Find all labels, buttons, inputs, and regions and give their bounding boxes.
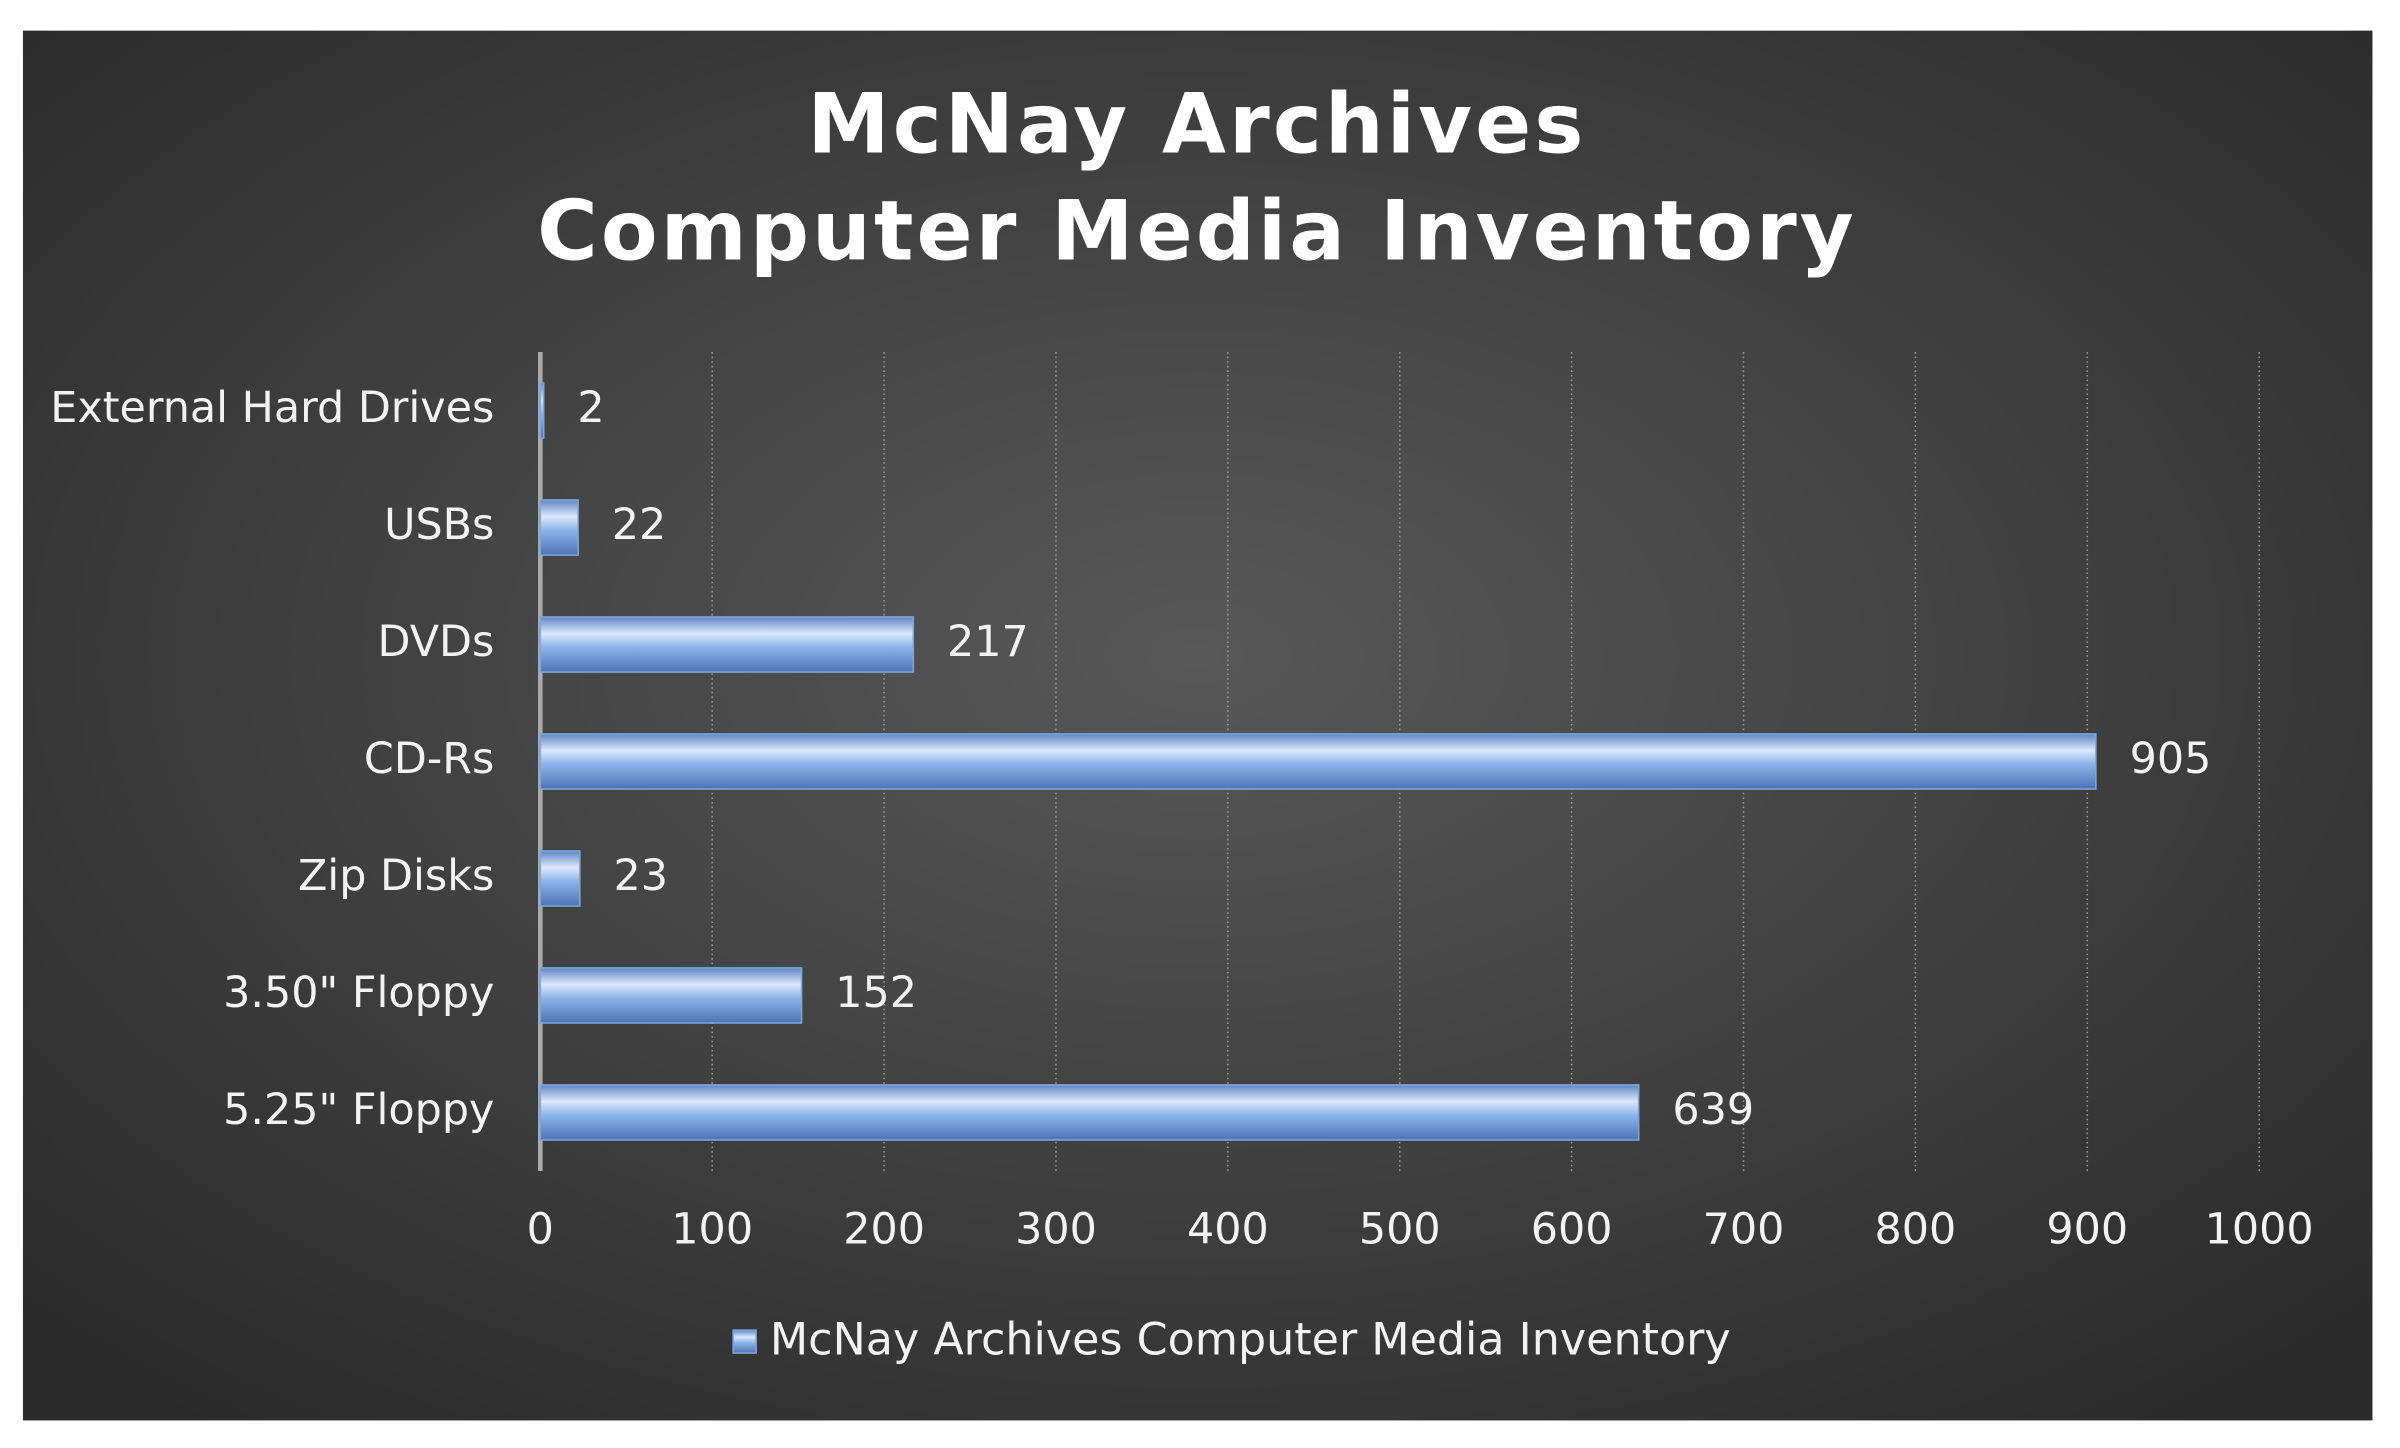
x-tick-label: 800 [1875,1205,1957,1255]
chart-title: Computer Media Inventory [537,184,1857,280]
x-tick-label: 900 [2046,1205,2128,1255]
x-tick-label: 400 [1187,1205,1269,1255]
y-tick-label: CD-Rs [364,734,494,784]
x-tick-label: 100 [671,1205,753,1255]
chart-title: McNay Archives [807,77,1586,173]
x-tick-label: 1000 [2205,1205,2314,1255]
x-tick-label: 600 [1531,1205,1613,1255]
x-tick-label: 0 [527,1205,554,1255]
data-label: 23 [614,851,669,901]
x-tick-label: 300 [1015,1205,1097,1255]
bar [539,1084,1640,1141]
bar [539,499,579,556]
x-tick-label: 700 [1703,1205,1785,1255]
y-tick-label: 5.25" Floppy [223,1085,494,1135]
y-tick-label: External Hard Drives [50,383,494,433]
bar [539,733,2097,790]
data-label: 22 [612,500,667,550]
chart-background [22,30,2373,1421]
x-tick-label: 200 [843,1205,925,1255]
legend-marker [732,1329,757,1354]
bar [539,616,915,673]
y-tick-label: DVDs [378,617,495,667]
data-label: 152 [835,968,917,1018]
data-label: 217 [947,617,1029,667]
data-label: 2 [577,383,604,433]
data-label: 639 [1672,1085,1754,1135]
bar [539,382,545,439]
y-tick-label: Zip Disks [298,851,494,901]
x-tick-label: 500 [1359,1205,1441,1255]
y-tick-label: 3.50" Floppy [223,968,494,1018]
bar [539,967,803,1024]
y-tick-label: USBs [384,500,494,550]
data-label: 905 [2130,734,2212,784]
legend-label: McNay Archives Computer Media Inventory [770,1314,1731,1365]
bar [539,850,581,907]
